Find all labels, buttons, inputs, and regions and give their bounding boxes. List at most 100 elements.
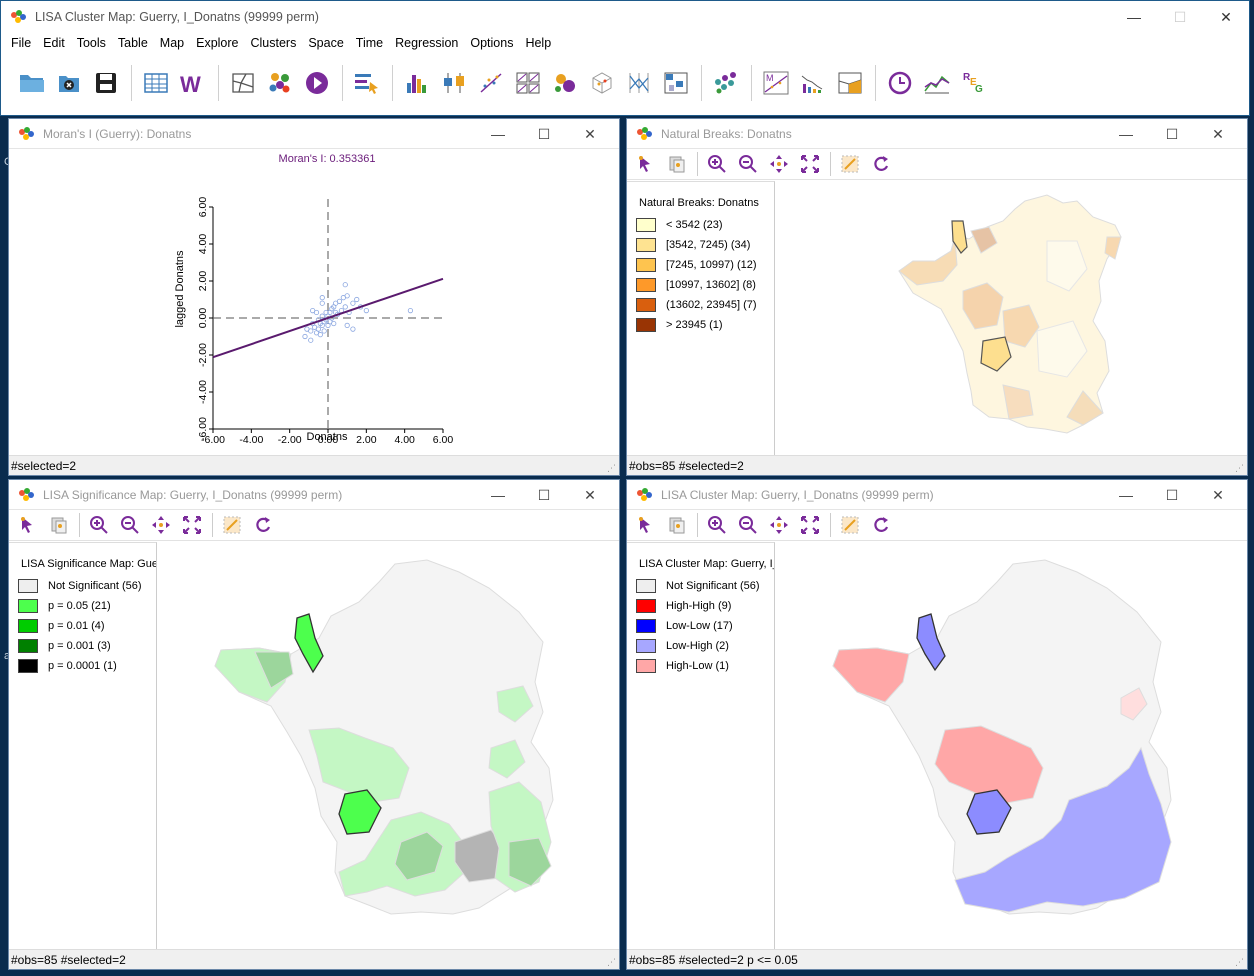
region-selected-manche[interactable] — [294, 613, 324, 674]
map-canvas[interactable] — [159, 542, 619, 949]
minimize-button[interactable]: — — [1119, 126, 1133, 142]
maximize-button[interactable]: ☐ — [1165, 486, 1179, 503]
close-button[interactable]: ✕ — [1220, 8, 1232, 25]
scatter-plot-icon[interactable] — [474, 66, 508, 100]
region-center-west[interactable] — [308, 727, 410, 803]
minimize-button[interactable]: — — [491, 126, 505, 142]
pan-icon[interactable] — [148, 512, 174, 538]
region-selected-manche[interactable] — [916, 613, 946, 672]
menu-explore[interactable]: Explore — [196, 36, 239, 50]
legend-item[interactable]: [10997, 13602] (8) — [636, 278, 756, 292]
menu-options[interactable]: Options — [470, 36, 514, 50]
cluster-tools-icon[interactable] — [263, 66, 297, 100]
france-map[interactable] — [777, 542, 1247, 950]
legend-item[interactable]: Not Significant (56) — [18, 579, 142, 593]
close-button[interactable]: ✕ — [584, 486, 596, 503]
conditional-plot-icon[interactable] — [659, 66, 693, 100]
menu-space[interactable]: Space — [308, 36, 344, 50]
refresh-icon[interactable] — [868, 151, 894, 177]
region-center-west[interactable] — [962, 282, 1004, 330]
legend-item[interactable]: [7245, 10997) (12) — [636, 258, 757, 272]
region-rhone[interactable] — [1036, 320, 1088, 378]
zoom-in-icon[interactable] — [704, 512, 730, 538]
map-canvas[interactable] — [777, 181, 1247, 455]
menu-time[interactable]: Time — [355, 36, 384, 50]
legend-item[interactable]: p = 0.0001 (1) — [18, 659, 117, 673]
select-icon[interactable] — [633, 512, 659, 538]
legend-item[interactable]: [3542, 7245) (34) — [636, 238, 750, 252]
histogram-icon[interactable] — [400, 66, 434, 100]
cartogram-icon[interactable] — [833, 66, 867, 100]
correlogram-icon[interactable] — [796, 66, 830, 100]
menu-clusters[interactable]: Clusters — [250, 36, 297, 50]
menu-edit[interactable]: Edit — [43, 36, 65, 50]
region-selected-dordogne[interactable] — [980, 336, 1012, 372]
table-icon[interactable] — [139, 66, 173, 100]
maximize-button[interactable]: ☐ — [1173, 8, 1187, 25]
box-plot-icon[interactable] — [437, 66, 471, 100]
legend-item[interactable]: Not Significant (56) — [636, 579, 760, 593]
zoom-in-icon[interactable] — [704, 151, 730, 177]
region-pyrenees[interactable] — [1002, 384, 1034, 420]
region-limousin[interactable] — [1002, 304, 1040, 348]
region-normandy[interactable] — [970, 226, 998, 254]
full-extent-icon[interactable] — [797, 512, 823, 538]
refresh-icon[interactable] — [868, 512, 894, 538]
region-provence[interactable] — [1066, 390, 1104, 426]
morans-i-scatter-plot[interactable]: Moran's I: 0.353361 Donatns lagged Donat… — [9, 150, 619, 456]
menu-tools[interactable]: Tools — [76, 36, 106, 50]
minimize-button[interactable]: — — [1127, 9, 1141, 25]
region-limousin-sig[interactable] — [394, 831, 444, 881]
brush-icon[interactable] — [219, 512, 245, 538]
weights-manager-icon[interactable]: W — [176, 66, 210, 100]
legend-item[interactable]: High-High (9) — [636, 599, 731, 613]
menu-table[interactable]: Table — [117, 36, 148, 50]
full-extent-icon[interactable] — [179, 512, 205, 538]
copy-image-icon[interactable] — [46, 512, 72, 538]
legend-item[interactable]: p = 0.05 (21) — [18, 599, 111, 613]
brush-icon[interactable] — [837, 512, 863, 538]
legend-item[interactable]: p = 0.01 (4) — [18, 619, 105, 633]
averages-chart-icon[interactable] — [920, 66, 954, 100]
minimize-button[interactable]: — — [491, 487, 505, 503]
close-button[interactable]: ✕ — [1212, 486, 1224, 503]
menu-regression[interactable]: Regression — [395, 36, 459, 50]
3d-plot-icon[interactable] — [585, 66, 619, 100]
scatter-matrix-icon[interactable] — [511, 66, 545, 100]
select-icon[interactable] — [633, 151, 659, 177]
legend-item[interactable]: High-Low (1) — [636, 659, 729, 673]
region-brittany[interactable] — [832, 647, 910, 703]
morans-i-icon[interactable]: M — [759, 66, 793, 100]
select-icon[interactable] — [15, 512, 41, 538]
menu-map[interactable]: Map — [159, 36, 185, 50]
zoom-out-icon[interactable] — [735, 151, 761, 177]
zoom-out-icon[interactable] — [735, 512, 761, 538]
region-jura[interactable] — [488, 739, 526, 779]
refresh-icon[interactable] — [250, 512, 276, 538]
region-selected-manche[interactable] — [951, 220, 968, 254]
region-brittany-east[interactable] — [254, 651, 294, 689]
legend-item[interactable]: (13602, 23945] (7) — [636, 298, 757, 312]
multivariate-clusters-icon[interactable] — [709, 66, 743, 100]
region-selected-dordogne[interactable] — [338, 789, 382, 835]
france-map[interactable] — [159, 542, 619, 950]
save-icon[interactable] — [89, 66, 123, 100]
resize-grip-icon[interactable]: ⋰ — [607, 463, 616, 473]
legend-item[interactable]: < 3542 (23) — [636, 218, 723, 232]
region-center-west[interactable] — [934, 725, 1044, 805]
time-editor-icon[interactable] — [883, 66, 917, 100]
bubble-chart-icon[interactable] — [548, 66, 582, 100]
resize-grip-icon[interactable]: ⋰ — [1235, 463, 1244, 473]
resize-grip-icon[interactable]: ⋰ — [1235, 957, 1244, 967]
parallel-coordinates-icon[interactable] — [622, 66, 656, 100]
minimize-button[interactable]: — — [1119, 487, 1133, 503]
region-champagne[interactable] — [496, 685, 534, 723]
menu-file[interactable]: File — [11, 36, 32, 50]
copy-image-icon[interactable] — [664, 151, 690, 177]
legend-item[interactable]: p = 0.001 (3) — [18, 639, 111, 653]
region-high-low[interactable] — [1120, 687, 1148, 721]
zoom-out-icon[interactable] — [117, 512, 143, 538]
select-tool-icon[interactable] — [350, 66, 384, 100]
france-map[interactable] — [777, 181, 1247, 457]
